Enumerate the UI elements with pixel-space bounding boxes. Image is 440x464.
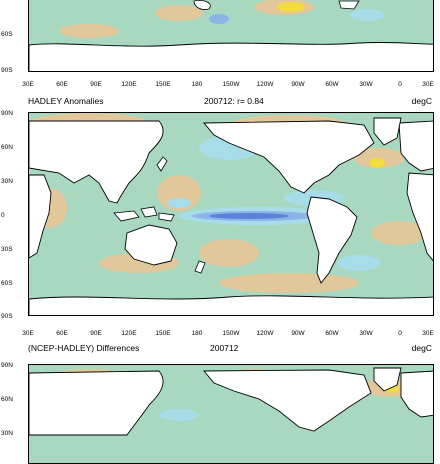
lon-label: 90E: [90, 330, 102, 337]
cool-anomaly-patch: [159, 409, 199, 421]
lon-label: 150W: [222, 81, 240, 88]
landmass-greenland: [373, 117, 402, 146]
lon-label: 180: [191, 81, 203, 88]
landmass-borneo: [140, 206, 158, 218]
landmass-south-america: [306, 196, 358, 284]
lat-label: 60N: [1, 144, 13, 151]
lat-label: 30N: [1, 178, 13, 185]
lon-label: 120E: [121, 330, 137, 337]
lon-label: 150E: [155, 330, 171, 337]
lon-label: 60E: [56, 330, 68, 337]
lat-label: 90N: [1, 362, 13, 369]
landmass-europe: [398, 120, 433, 172]
lon-label: 150E: [155, 81, 171, 88]
strong-warm-patch: [277, 2, 305, 12]
lat-label: 0: [1, 212, 5, 219]
landmass-japan: [156, 156, 168, 172]
difference-map: [29, 365, 433, 463]
lon-label: 90E: [90, 81, 102, 88]
lat-label: 90N: [1, 110, 13, 117]
anomaly-map-top: [29, 0, 433, 71]
antarctica: [29, 41, 433, 71]
warm-anomaly-patch: [371, 221, 427, 245]
warm-anomaly-patch: [199, 239, 259, 267]
panel-date-correlation: 200712: r= 0.84: [204, 96, 264, 106]
lon-label: 30W: [359, 330, 373, 337]
lon-label: 60E: [56, 81, 68, 88]
landmass-asia: [29, 120, 164, 204]
panel-title: HADLEY Anomalies: [28, 96, 104, 106]
lon-label: 0: [398, 81, 402, 88]
lon-label: 30E: [22, 81, 34, 88]
lon-label: 0: [398, 330, 402, 337]
lon-label: 150W: [222, 330, 240, 337]
lon-label: 30E: [422, 330, 434, 337]
lon-label: 180: [191, 330, 203, 337]
lon-label: 120W: [256, 81, 274, 88]
landmass-asia: [29, 370, 164, 436]
lon-label: 60W: [325, 81, 339, 88]
landmass-north-america: [203, 120, 375, 194]
coldest-anomaly-patch: [209, 213, 289, 219]
lat-label: 60S: [1, 280, 13, 287]
map-panel-differences: [28, 364, 434, 464]
cool-anomaly-patch: [167, 198, 191, 208]
landmass-new-zealand: [194, 260, 206, 274]
landmass-antarctica: [29, 295, 433, 315]
landmass: [338, 0, 360, 10]
panel-title: (NCEP-HADLEY) Differences: [28, 343, 140, 353]
landmass-australia: [124, 224, 178, 266]
cool-anomaly-patch: [337, 255, 381, 271]
map-panel-top: [28, 0, 434, 72]
lat-label: 90S: [1, 67, 13, 74]
lat-label: 60N: [1, 396, 13, 403]
strong-warm-patch: [369, 158, 385, 168]
lat-label: 60S: [1, 31, 13, 38]
warm-anomaly-patch: [59, 24, 119, 38]
map-panel-hadley: [28, 112, 434, 316]
lon-axis-2: 30E 60E 90E 120E 150E 180 150W 120W 90W …: [22, 330, 434, 340]
panel-title-3: (NCEP-HADLEY) Differences 200712 degC: [28, 343, 434, 355]
landmass: [193, 0, 211, 10]
landmass-greenland: [373, 367, 402, 392]
lon-label: 30E: [422, 81, 434, 88]
lon-label: 120W: [256, 330, 274, 337]
landmass-north-america: [203, 369, 372, 432]
lon-label: 30E: [22, 330, 34, 337]
landmass-africa-east: [406, 172, 433, 262]
cool-anomaly-patch: [349, 9, 385, 21]
lat-label: 30S: [1, 246, 13, 253]
landmass-new-guinea: [158, 212, 175, 222]
lat-label: 30N: [1, 430, 13, 437]
panel-title-2: HADLEY Anomalies 200712: r= 0.84 degC: [28, 96, 434, 108]
landmass-africa: [29, 174, 52, 259]
lon-label: 30W: [359, 81, 373, 88]
panel-date: 200712: [210, 343, 239, 353]
landmass-europe: [400, 370, 433, 418]
lon-label: 60W: [325, 330, 339, 337]
landmass-indonesia: [113, 210, 140, 222]
units-label: degC: [411, 96, 432, 106]
cold-anomaly-patch: [209, 14, 229, 24]
units-label: degC: [411, 343, 432, 353]
anomaly-map-hadley: [29, 113, 433, 315]
lat-label: 90S: [1, 313, 13, 320]
lon-axis-1: 30E 60E 90E 120E 150E 180 150W 120W 90W …: [22, 81, 434, 91]
warm-anomaly-patch: [354, 148, 404, 168]
lon-label: 90W: [291, 81, 305, 88]
warm-anomaly-patch: [155, 5, 203, 21]
lon-label: 90W: [291, 330, 305, 337]
warm-anomaly-patch: [219, 273, 359, 293]
lon-label: 120E: [121, 81, 137, 88]
